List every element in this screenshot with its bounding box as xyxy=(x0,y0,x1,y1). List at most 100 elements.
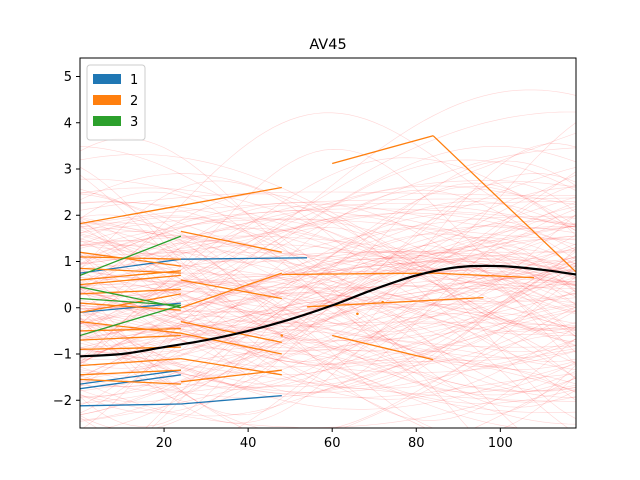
background-curve xyxy=(80,332,576,428)
series-line-group-3 xyxy=(80,304,182,337)
legend-swatch xyxy=(93,74,121,84)
background-curve xyxy=(80,264,576,303)
series-line-group-2 xyxy=(80,378,181,385)
series-line-group-2 xyxy=(180,332,282,355)
background-curve xyxy=(80,287,576,415)
series-point-group-2 xyxy=(381,300,384,304)
background-curve xyxy=(80,257,576,408)
background-curve xyxy=(80,238,576,388)
x-tick-label: 40 xyxy=(240,436,257,451)
background-curve xyxy=(80,273,576,348)
background-curve xyxy=(80,287,576,341)
background-curve xyxy=(80,371,576,428)
background-curve xyxy=(80,305,576,387)
series-point-group-2 xyxy=(280,334,284,337)
plot-area xyxy=(80,89,576,428)
background-curve xyxy=(80,283,576,392)
series-line-group-2 xyxy=(180,272,283,309)
background-curve xyxy=(80,235,576,368)
background-curve xyxy=(80,244,576,315)
background-curve xyxy=(80,231,576,421)
background-curve xyxy=(80,339,576,399)
series-line-group-3 xyxy=(80,297,181,307)
background-curve xyxy=(80,268,576,394)
background-curve xyxy=(80,201,576,265)
background-curve xyxy=(80,251,576,316)
background-curve xyxy=(80,302,569,428)
background-curve xyxy=(80,240,576,393)
background-curve xyxy=(80,122,576,290)
series-line-group-2 xyxy=(80,334,181,341)
background-curve xyxy=(80,173,576,280)
background-curve xyxy=(80,291,576,393)
background-curve xyxy=(80,286,576,414)
background-curve xyxy=(80,112,576,296)
background-curve xyxy=(80,189,576,383)
series-line-group-2 xyxy=(281,272,434,276)
y-tick-label: 4 xyxy=(64,116,72,131)
background-curve xyxy=(80,235,576,376)
series-line-group-1 xyxy=(80,258,181,274)
background-curve xyxy=(80,245,576,414)
series-line-group-2 xyxy=(80,251,181,267)
background-curve xyxy=(80,180,576,310)
legend: 1 2 3 xyxy=(86,64,146,141)
background-curve xyxy=(80,235,576,398)
background-curve xyxy=(80,208,576,234)
series-line-group-1 xyxy=(80,403,181,407)
y-tick-label: 1 xyxy=(64,255,72,270)
background-curve xyxy=(80,269,576,306)
background-curve xyxy=(80,159,576,337)
background-curve xyxy=(80,321,576,356)
background-curve xyxy=(80,234,576,367)
background-curve xyxy=(80,258,576,353)
background-curve xyxy=(80,191,576,353)
background-curve xyxy=(80,111,576,325)
background-curve xyxy=(80,200,576,374)
background-curve xyxy=(80,173,576,315)
background-curve xyxy=(80,279,576,361)
background-curve xyxy=(80,292,576,344)
background-curve xyxy=(80,257,576,364)
background-curve xyxy=(80,265,576,352)
background-curve xyxy=(80,233,576,398)
background-curve xyxy=(80,315,522,428)
background-curve xyxy=(80,250,576,427)
background-curve xyxy=(80,324,576,404)
y-tick-label: 3 xyxy=(64,163,72,178)
background-curve xyxy=(80,222,576,387)
series-line-group-2 xyxy=(180,279,282,300)
background-curve xyxy=(80,218,576,249)
background-curve xyxy=(80,160,576,377)
background-curve xyxy=(80,353,576,416)
background-curve xyxy=(80,201,576,258)
mean-curve xyxy=(80,264,576,358)
background-curve xyxy=(80,212,576,260)
background-curve xyxy=(80,227,576,289)
background-curve xyxy=(80,322,576,428)
background-curve xyxy=(80,239,576,416)
background-curve xyxy=(80,146,576,297)
background-curve xyxy=(80,310,576,388)
background-curve xyxy=(80,215,576,331)
background-curve xyxy=(80,201,576,335)
background-curve xyxy=(80,281,576,424)
background-curve xyxy=(151,295,518,428)
background-curve xyxy=(80,261,576,325)
background-curve xyxy=(80,225,576,290)
series-line-group-2 xyxy=(80,357,181,367)
background-curve xyxy=(80,311,576,403)
background-curve xyxy=(80,317,576,410)
background-curve xyxy=(80,191,576,211)
background-curve xyxy=(80,250,576,290)
background-curve xyxy=(80,246,576,328)
background-curve xyxy=(80,361,576,422)
background-curve xyxy=(80,226,576,406)
background-curve xyxy=(80,297,576,382)
x-tick-label: 20 xyxy=(156,436,173,451)
background-curve xyxy=(80,210,576,298)
background-curve xyxy=(80,226,576,360)
series-line-group-1 xyxy=(180,394,282,405)
background-curve xyxy=(80,237,576,326)
